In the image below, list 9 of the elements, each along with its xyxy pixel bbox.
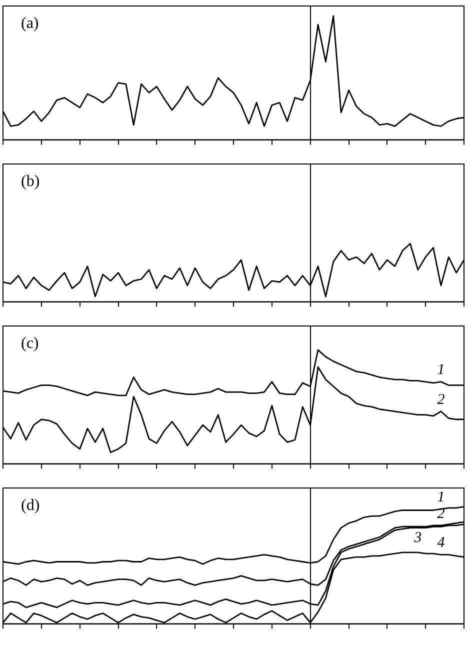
chart-title: (d) (21, 497, 40, 514)
series-label: 4 (437, 535, 446, 552)
series-label: 1 (437, 490, 445, 506)
chart-title: (c) (21, 335, 39, 352)
series-label: 3 (413, 530, 422, 546)
series-label: 2 (437, 392, 446, 408)
series-label: 1 (437, 362, 445, 378)
chart-title: (b) (21, 173, 40, 190)
chart-title: (a) (21, 15, 39, 32)
